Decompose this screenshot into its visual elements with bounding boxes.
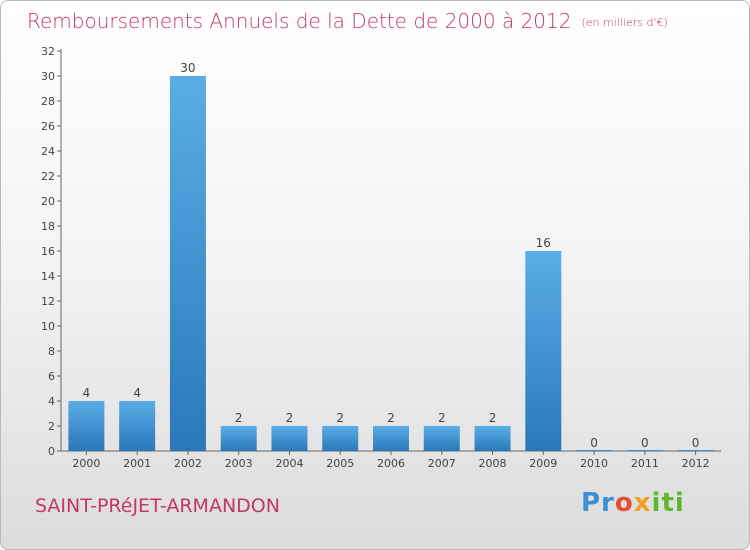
chart-labels: 4200042001302002220032200422005220062200…	[72, 61, 709, 470]
bar-value-label: 2	[438, 411, 446, 425]
y-tick-label: 4	[48, 395, 55, 408]
x-tick-label: 2001	[123, 457, 151, 470]
chart-title: Remboursements Annuels de la Dette de 20…	[27, 9, 668, 33]
y-tick-label: 6	[48, 370, 55, 383]
y-tick-label: 14	[41, 270, 55, 283]
y-tick-label: 8	[48, 345, 55, 358]
bar	[423, 426, 460, 451]
y-tick-label: 24	[41, 145, 55, 158]
x-tick-label: 2000	[72, 457, 100, 470]
bar-value-label: 2	[387, 411, 395, 425]
x-tick-label: 2004	[275, 457, 303, 470]
y-tick-label: 10	[41, 320, 55, 333]
bar	[220, 426, 257, 451]
logo-part-3: x	[633, 488, 652, 518]
bar	[576, 450, 613, 451]
chart-unit: (en milliers d'€)	[581, 16, 668, 29]
y-tick-label: 22	[41, 170, 55, 183]
bar-value-label: 16	[536, 236, 551, 250]
y-tick-label: 26	[41, 120, 55, 133]
x-tick-label: 2007	[428, 457, 456, 470]
x-tick-label: 2002	[174, 457, 202, 470]
logo-part-2: o	[614, 488, 634, 518]
bar	[322, 426, 359, 451]
x-tick-label: 2011	[631, 457, 659, 470]
bar	[169, 76, 206, 451]
x-tick-label: 2006	[377, 457, 405, 470]
bar-value-label: 2	[286, 411, 294, 425]
commune-name: SAINT-PRéJET-ARMANDON	[35, 495, 280, 517]
x-tick-label: 2010	[580, 457, 608, 470]
bar-value-label: 0	[692, 436, 700, 450]
proxiti-logo: Proxiti	[581, 488, 685, 518]
y-tick-label: 30	[41, 70, 55, 83]
chart-bars	[68, 76, 714, 451]
bar-value-label: 4	[133, 386, 141, 400]
y-tick-label: 2	[48, 420, 55, 433]
y-tick-label: 28	[41, 95, 55, 108]
y-tick-label: 12	[41, 295, 55, 308]
y-tick-label: 18	[41, 220, 55, 233]
bar	[525, 251, 562, 451]
bar-value-label: 2	[489, 411, 497, 425]
logo-part-4: iti	[651, 488, 685, 518]
x-tick-label: 2008	[479, 457, 507, 470]
bar-value-label: 4	[83, 386, 91, 400]
bar-value-label: 0	[641, 436, 649, 450]
y-tick-label: 20	[41, 195, 55, 208]
bar-value-label: 0	[590, 436, 598, 450]
bar	[119, 401, 156, 451]
x-tick-label: 2005	[326, 457, 354, 470]
bar	[626, 450, 663, 451]
bar	[271, 426, 308, 451]
bar	[68, 401, 105, 451]
logo-part-1: Pr	[581, 488, 615, 518]
bar	[474, 426, 511, 451]
bar	[677, 450, 714, 451]
bar-value-label: 2	[336, 411, 344, 425]
y-tick-label: 32	[41, 45, 55, 58]
y-tick-label: 0	[48, 445, 55, 458]
x-tick-label: 2012	[682, 457, 710, 470]
y-tick-label: 16	[41, 245, 55, 258]
bar	[373, 426, 409, 451]
bar-value-label: 2	[235, 411, 243, 425]
x-tick-label: 2003	[225, 457, 253, 470]
chart-title-text: Remboursements Annuels de la Dette de 20…	[27, 9, 572, 33]
x-tick-label: 2009	[529, 457, 557, 470]
bar-value-label: 30	[180, 61, 195, 75]
